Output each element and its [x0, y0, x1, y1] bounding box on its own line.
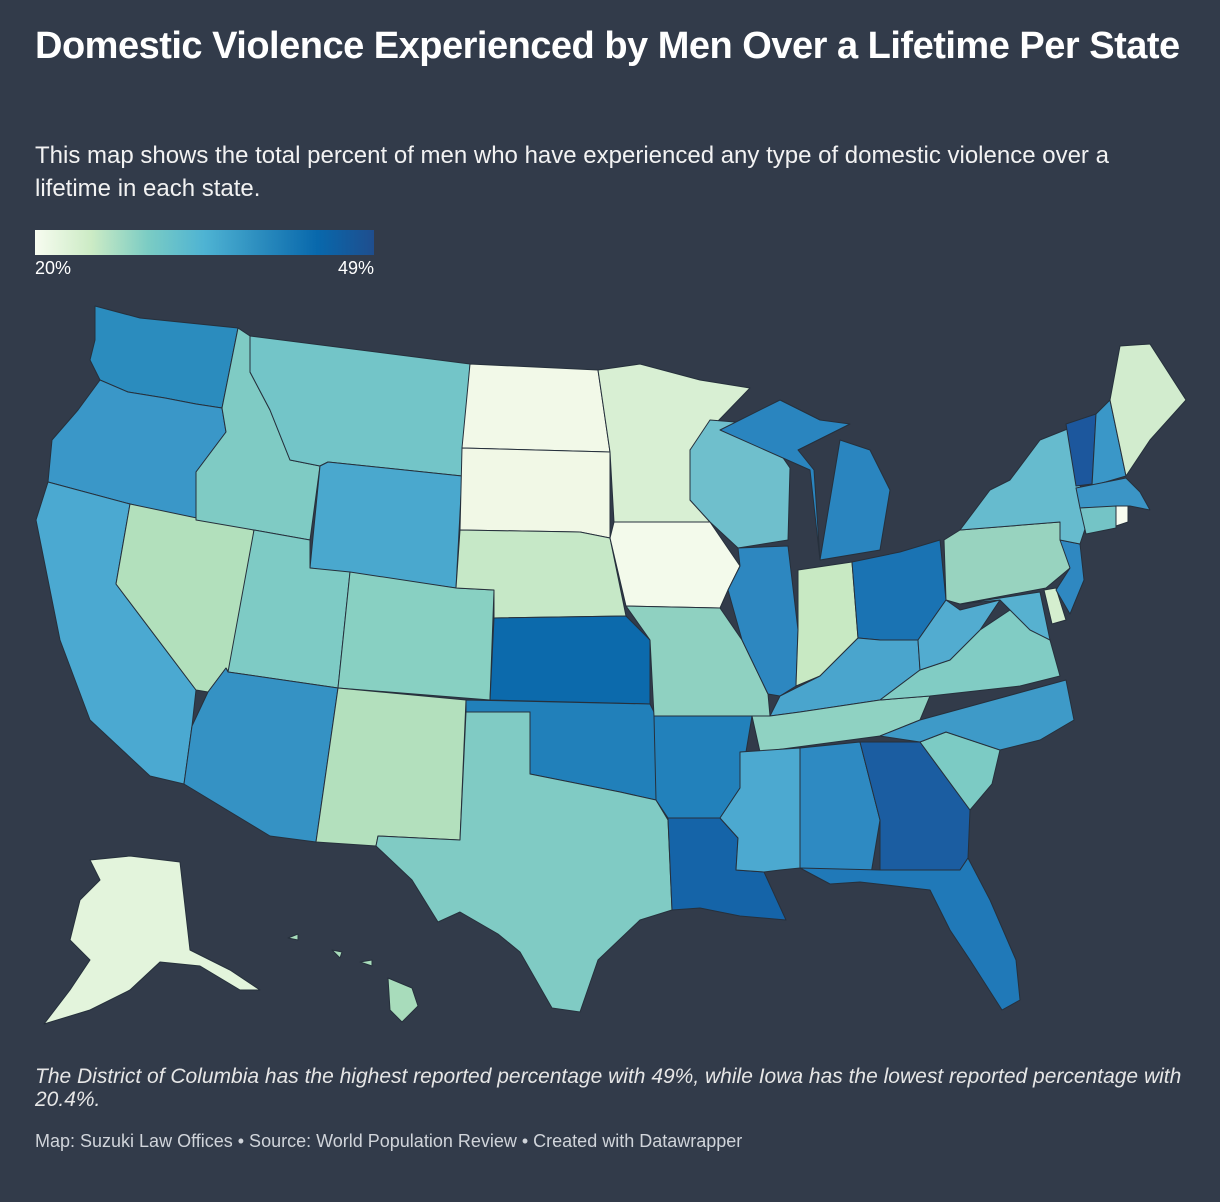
- state-alaska[interactable]: [43, 855, 261, 1025]
- state-west-virginia[interactable]: [917, 599, 1001, 671]
- state-michigan[interactable]: [719, 399, 891, 561]
- legend-labels: 20% 49%: [35, 258, 374, 280]
- state-kansas[interactable]: [489, 615, 651, 705]
- chart-title: Domestic Violence Experienced by Men Ove…: [35, 25, 1180, 67]
- legend-gradient-bar: [35, 230, 374, 255]
- state-maine[interactable]: [1109, 343, 1187, 477]
- legend-max-label: 49%: [337, 258, 374, 278]
- state-south-dakota[interactable]: [459, 447, 611, 539]
- chart-subtitle: This map shows the total percent of men …: [35, 142, 1109, 202]
- state-maryland[interactable]: [959, 591, 1051, 641]
- state-north-carolina[interactable]: [879, 679, 1075, 751]
- state-connecticut[interactable]: [1079, 505, 1117, 535]
- source-footer: Map: Suzuki Law Offices • Source: World …: [35, 1131, 743, 1151]
- state-florida[interactable]: [799, 857, 1021, 1011]
- legend-min-label: 20%: [35, 258, 72, 278]
- state-illinois[interactable]: [727, 545, 799, 697]
- state-wisconsin[interactable]: [689, 419, 791, 549]
- state-colorado[interactable]: [337, 571, 495, 701]
- state-new-mexico[interactable]: [315, 687, 467, 847]
- state-rhode-island[interactable]: [1115, 505, 1129, 527]
- state-wyoming[interactable]: [309, 461, 463, 589]
- state-missouri[interactable]: [625, 605, 771, 717]
- color-legend: 20% 49%: [35, 230, 374, 280]
- state-arizona[interactable]: [183, 667, 339, 843]
- state-delaware[interactable]: [1043, 587, 1067, 625]
- map-annotation-note: The District of Columbia has the highest…: [35, 1065, 1182, 1111]
- state-iowa[interactable]: [609, 521, 741, 609]
- state-hawaii[interactable]: [287, 933, 419, 1023]
- us-choropleth-map: [35, 305, 1187, 1025]
- state-texas[interactable]: [375, 711, 673, 1013]
- state-north-dakota[interactable]: [461, 363, 611, 453]
